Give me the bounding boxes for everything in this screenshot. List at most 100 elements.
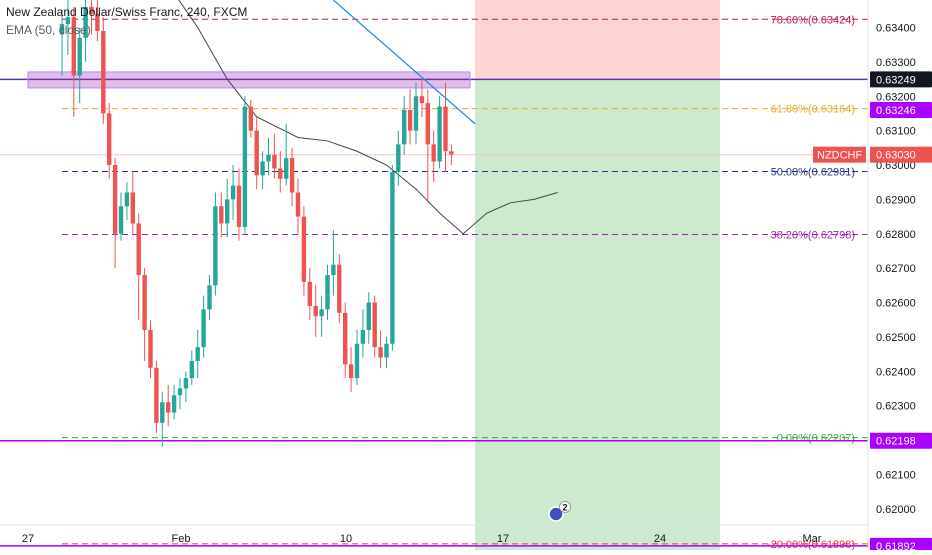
candle-body [183, 378, 189, 389]
chart-symbol-title: New Zealand Dollar/Swiss Franc, 240, FXC… [6, 5, 248, 19]
candle-body [160, 402, 165, 423]
candle-body [242, 106, 248, 227]
price-tick-label: 0.62000 [876, 504, 916, 516]
candle-body [254, 130, 259, 176]
price-tick-label: 0.62800 [876, 229, 916, 241]
stop-loss-zone [475, 0, 720, 81]
ema-line [178, 0, 558, 235]
candle-body [219, 206, 224, 224]
candle-body [148, 330, 153, 368]
price-tick-label: 0.62900 [876, 194, 916, 206]
candle-body [154, 367, 159, 423]
symbol-tag [813, 146, 866, 163]
candle-body [437, 106, 442, 162]
candle-body [65, 17, 71, 25]
candle-body [59, 24, 65, 35]
indicator-legend: EMA (50, close) [6, 23, 91, 37]
price-tick-label: 0.63200 [876, 91, 916, 103]
last-price-tag [870, 146, 932, 163]
candle-body [278, 168, 283, 179]
candle-body [343, 312, 348, 365]
time-tick-label: Feb [172, 533, 191, 545]
candle-body [142, 275, 147, 330]
price-tick-label: 0.62300 [876, 401, 916, 413]
candle-body [384, 343, 389, 358]
price-tick-label: 0.63400 [876, 23, 916, 35]
candle-body [443, 106, 448, 152]
candle-body [266, 154, 271, 162]
price-tag-value: 0.63249 [876, 74, 916, 86]
candle-body [124, 192, 130, 207]
fib-level-label: 50.00%(0.62981) [771, 167, 855, 179]
time-tick-label: Mar [803, 533, 822, 545]
candle-body [136, 223, 141, 275]
candle-body [272, 154, 277, 169]
candle-body [419, 96, 425, 104]
last-price-value: 0.63030 [876, 150, 916, 162]
price-tag [870, 432, 932, 449]
price-tag [870, 102, 932, 118]
candle-body [236, 185, 242, 227]
candle-body [89, 6, 94, 14]
candle-body [260, 161, 265, 176]
fib-level-label: -20.00%(0.61898) [767, 539, 855, 550]
event-count: 2 [562, 503, 567, 513]
candle-body [248, 106, 253, 131]
candle-body [201, 309, 206, 348]
price-tick-label: 0.62700 [876, 263, 916, 275]
candle-body [177, 388, 183, 396]
candle-body [325, 275, 330, 310]
candle-body [230, 185, 236, 200]
candle-body [372, 302, 377, 348]
candle-body [390, 171, 395, 344]
candle-body [307, 281, 312, 306]
candle-body [378, 347, 383, 358]
candle-body [83, 6, 88, 38]
candle-body [213, 206, 218, 286]
candle-body [413, 96, 419, 131]
candle-body [360, 330, 366, 344]
candle-body [207, 285, 212, 310]
fib-level-label: 38.20%(0.62798) [771, 229, 855, 241]
candle-body [295, 192, 301, 217]
candle-body [319, 309, 324, 317]
candle-body [71, 17, 76, 76]
candle-body [118, 206, 124, 234]
price-tag-value: 0.61892 [876, 541, 916, 550]
candle-body [425, 103, 430, 145]
candle-body [77, 37, 82, 76]
price-tick-label: 0.63000 [876, 160, 916, 172]
candle-body [225, 199, 230, 224]
price-tick-label: 0.62400 [876, 366, 916, 378]
price-tag-value: 0.63246 [876, 105, 916, 117]
candle-body [195, 347, 200, 361]
fib-level-label: 0.00%(0.62207) [777, 433, 855, 445]
trend-line [333, 0, 476, 125]
event-flag-icon [548, 506, 564, 522]
candle-body [402, 110, 407, 145]
candle-body [166, 402, 171, 413]
resistance-zone [27, 71, 471, 89]
candle-body [107, 113, 112, 165]
price-tag [870, 71, 932, 88]
symbol-tag-label: NZDCHF [817, 150, 862, 162]
price-tick-label: 0.63300 [876, 57, 916, 69]
time-tick-label: 24 [654, 533, 666, 545]
candle-body [112, 165, 118, 234]
candle-body [348, 364, 354, 379]
candle-body [130, 192, 135, 224]
time-tick-label: 10 [340, 533, 352, 545]
candle-body [313, 305, 318, 317]
price-tick-label: 0.62600 [876, 298, 916, 310]
price-tick-label: 0.63100 [876, 126, 916, 138]
candle-body [95, 13, 100, 31]
fib-level-label: 61.80%(0.63164) [771, 104, 855, 116]
time-tick-label: 17 [497, 533, 509, 545]
candle-body [189, 360, 194, 379]
event-count-badge [559, 501, 571, 513]
candle-body [289, 158, 295, 193]
candle-body [407, 110, 413, 131]
candle-body [337, 264, 342, 313]
